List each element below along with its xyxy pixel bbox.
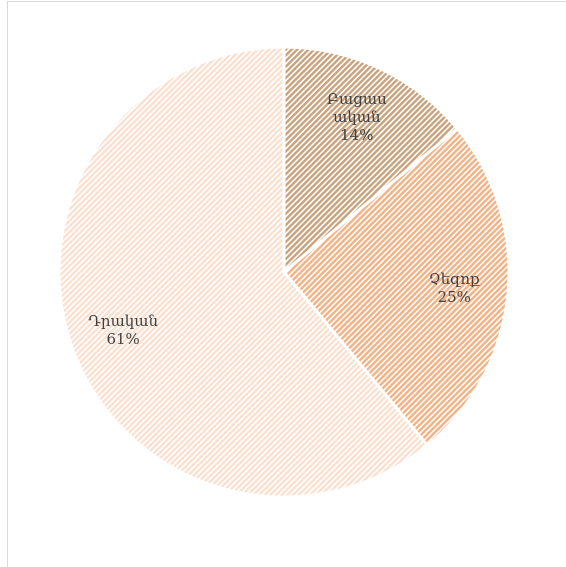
pie-slice (282, 45, 460, 276)
chart-border (7, 1, 566, 567)
pie-slice (57, 45, 430, 499)
slice-label: Բացասական 14% (320, 90, 394, 144)
value-label: 14% (340, 126, 374, 145)
value-label: 25% (437, 288, 471, 307)
category-label: Բացասական (326, 90, 387, 127)
value-label: 61% (106, 329, 140, 348)
category-label: Չեզոք (428, 270, 480, 289)
category-label: Դրական (88, 311, 158, 330)
pie-slice (281, 126, 511, 448)
slice-label: Դրական 61% (86, 312, 160, 348)
slice-label: Չեզոք 25% (417, 270, 491, 306)
